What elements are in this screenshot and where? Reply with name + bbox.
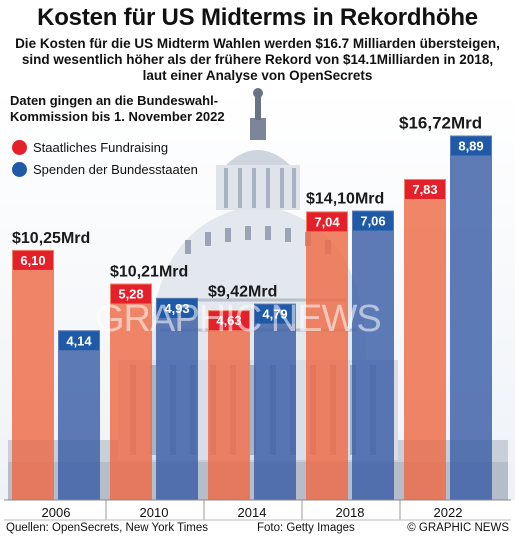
value-label: 4,93 — [164, 301, 189, 316]
value-label: 5,28 — [118, 287, 143, 302]
legend-label: Staatliches Fundraising — [33, 140, 169, 155]
x-axis: 2006 2010 2014 2018 2022 — [4, 499, 511, 521]
x-tick-label: 2014 — [238, 505, 267, 520]
data-note-line: Daten gingen an die Bundeswahl- — [10, 93, 219, 108]
total-label: $14,10Mrd — [306, 191, 384, 208]
watermark: GRAPHIC NEWS — [95, 298, 382, 340]
subtitle-line: Die Kosten für die US Midterm Wahlen wer… — [15, 36, 500, 51]
total-label: $10,25Mrd — [12, 230, 90, 247]
value-label-box — [353, 211, 393, 231]
x-tick-label: 2022 — [434, 505, 463, 520]
value-label: 4,79 — [262, 307, 287, 322]
subtitle: Die Kosten für die US Midterm Wahlen wer… — [4, 36, 511, 84]
total-label: $16,72Mrd — [399, 114, 482, 133]
subtitle-line: laut einer Analyse von OpenSecrets — [142, 68, 373, 83]
footer-photo-credit: Foto: Getty Images — [257, 522, 355, 534]
bar-staatlich — [110, 283, 152, 500]
value-label-box — [255, 304, 295, 324]
bar-staatlich — [306, 211, 348, 501]
legend-item-spenden: Spenden der Bundesstaaten — [12, 162, 198, 177]
value-label-box — [209, 311, 249, 331]
value-label-box — [157, 298, 197, 318]
value-label: 6,10 — [20, 253, 45, 268]
value-label-box — [307, 212, 347, 232]
subtitle-line: sind wesentlich höher als der frühere Re… — [21, 52, 494, 67]
footer-sources: Quellen: OpenSecrets, New York Times — [6, 522, 208, 534]
total-label: $10,21Mrd — [110, 264, 188, 281]
x-tick-label: 2018 — [336, 505, 365, 520]
data-note: Daten gingen an die Bundeswahl- Kommissi… — [10, 93, 250, 125]
bar-spenden — [254, 303, 296, 500]
value-label: 8,89 — [458, 139, 483, 154]
x-tick-label: 2010 — [140, 505, 169, 520]
bar-spenden — [450, 135, 492, 500]
value-label-box — [405, 179, 445, 199]
value-label: 7,83 — [412, 182, 437, 197]
page-title: Kosten für US Midterms in Rekordhöhe — [37, 4, 478, 31]
bar-group: 6,10 4,14 $10,25Mrd 5,28 4,93 $10,21Mrd 4,63 4,… — [12, 114, 492, 501]
footer-copyright: © GRAPHIC NEWS — [407, 522, 509, 534]
bar-staatlich — [208, 310, 250, 500]
bar-spenden — [58, 330, 100, 500]
value-label: 7,06 — [360, 214, 385, 229]
value-label-box — [111, 284, 151, 304]
value-label: 7,04 — [314, 214, 340, 229]
legend-swatch-red — [12, 140, 27, 155]
x-tick-label: 2006 — [42, 505, 71, 520]
value-label-box — [59, 331, 99, 351]
value-label-box — [451, 136, 491, 156]
value-label: 4,63 — [216, 313, 241, 328]
value-label: 4,14 — [66, 333, 92, 348]
value-label-box — [13, 250, 53, 270]
bar-staatlich — [12, 249, 54, 500]
bar-staatlich — [404, 178, 446, 500]
legend-item-staatlich: Staatliches Fundraising — [12, 140, 168, 155]
total-label: $9,42Mrd — [208, 284, 277, 301]
data-note-line: Kommission bis 1. November 2022 — [10, 109, 225, 124]
legend-label: Spenden der Bundesstaaten — [33, 162, 198, 177]
bar-spenden — [156, 297, 198, 500]
bar-spenden — [352, 210, 394, 501]
legend-swatch-blue — [12, 162, 27, 177]
